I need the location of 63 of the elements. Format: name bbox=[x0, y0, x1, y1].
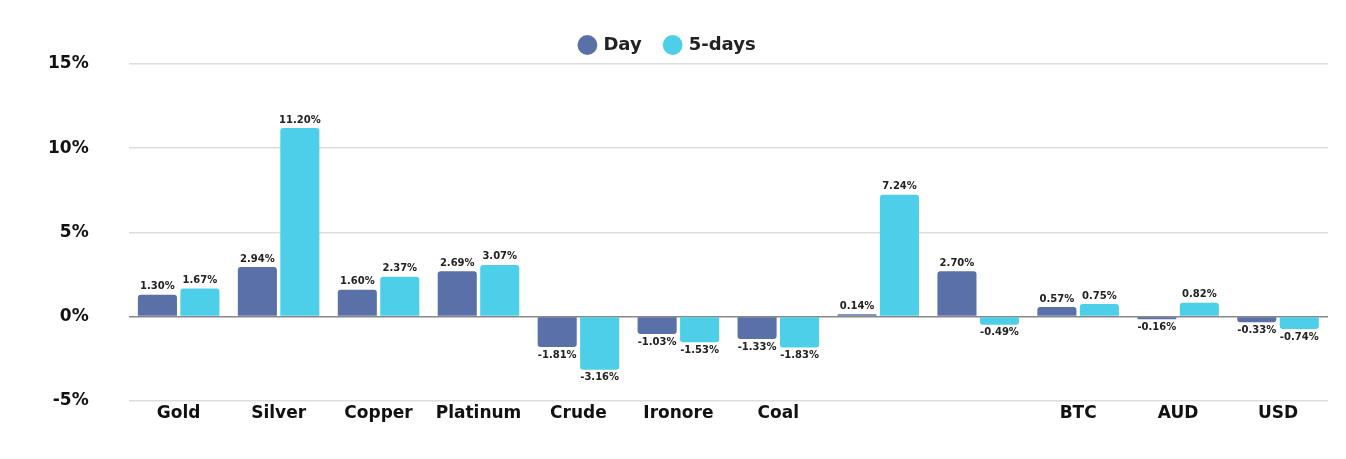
bar bbox=[280, 127, 320, 316]
bar bbox=[180, 288, 220, 316]
y-tick-label: -5% bbox=[52, 389, 89, 410]
x-tick-label: Crude bbox=[550, 402, 607, 423]
data-label: 2.70% bbox=[939, 256, 975, 268]
bar bbox=[1237, 317, 1277, 323]
y-tick-label: 10% bbox=[47, 136, 89, 157]
bar bbox=[380, 276, 420, 316]
data-label: 2.94% bbox=[240, 252, 275, 264]
x-tick-label: USD bbox=[1257, 402, 1299, 423]
y-tick-label: 0% bbox=[59, 305, 89, 326]
data-label: 0.14% bbox=[839, 299, 875, 311]
bar bbox=[1179, 302, 1219, 316]
x-tick-label: BTC bbox=[1059, 402, 1097, 423]
data-label: 1.60% bbox=[339, 275, 375, 287]
data-label: -3.16% bbox=[580, 371, 620, 383]
data-label: 11.20% bbox=[279, 113, 321, 125]
bar bbox=[879, 194, 920, 316]
bar bbox=[1037, 307, 1077, 316]
data-label: 0.57% bbox=[1039, 292, 1075, 304]
data-label: 0.75% bbox=[1082, 289, 1117, 301]
data-label: 1.67% bbox=[182, 274, 218, 286]
x-tick-label: Platinum bbox=[435, 402, 522, 423]
data-label: -1.03% bbox=[637, 335, 677, 347]
bar bbox=[979, 317, 1019, 325]
legend-label: Day bbox=[603, 32, 642, 54]
bar bbox=[637, 317, 677, 334]
bar bbox=[680, 317, 720, 343]
bar bbox=[137, 294, 177, 316]
x-tick-label: AUD bbox=[1157, 402, 1199, 423]
x-tick-label: Silver bbox=[251, 402, 307, 423]
bar bbox=[537, 317, 577, 348]
data-label: 2.69% bbox=[439, 256, 475, 268]
x-tick-label: Coal bbox=[757, 402, 800, 423]
x-tick-label: Ironore bbox=[643, 402, 714, 423]
data-label: 2.37% bbox=[382, 262, 418, 274]
y-tick-label: 5% bbox=[59, 220, 89, 241]
bar bbox=[1279, 317, 1319, 330]
bar bbox=[937, 271, 977, 316]
data-label: -0.74% bbox=[1279, 330, 1319, 342]
data-label: 0.82% bbox=[1181, 288, 1217, 300]
bar bbox=[237, 267, 277, 316]
bar bbox=[480, 264, 520, 316]
bar bbox=[437, 271, 477, 316]
bar bbox=[580, 317, 620, 370]
data-label: -0.16% bbox=[1137, 320, 1177, 332]
bar bbox=[780, 317, 820, 348]
data-label: 1.30% bbox=[140, 280, 175, 292]
data-label: -1.33% bbox=[737, 340, 777, 352]
data-label: -1.81% bbox=[537, 348, 577, 360]
data-label: -1.53% bbox=[680, 343, 720, 355]
bar bbox=[1079, 303, 1119, 316]
data-label: 3.07% bbox=[482, 250, 518, 262]
data-label: -0.49% bbox=[980, 326, 1019, 338]
x-tick-label: Copper bbox=[344, 402, 414, 423]
x-tick-label: Gold bbox=[156, 402, 201, 423]
y-tick-label: 15% bbox=[47, 52, 89, 73]
legend-label: 5-days bbox=[688, 32, 756, 54]
bar bbox=[337, 289, 377, 316]
data-label: 7.24% bbox=[882, 180, 917, 192]
data-label: -0.33% bbox=[1237, 323, 1277, 335]
bar bbox=[737, 317, 777, 339]
data-label: -1.83% bbox=[780, 349, 819, 361]
